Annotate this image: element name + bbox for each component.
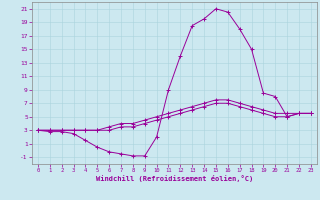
X-axis label: Windchill (Refroidissement éolien,°C): Windchill (Refroidissement éolien,°C)	[96, 175, 253, 182]
